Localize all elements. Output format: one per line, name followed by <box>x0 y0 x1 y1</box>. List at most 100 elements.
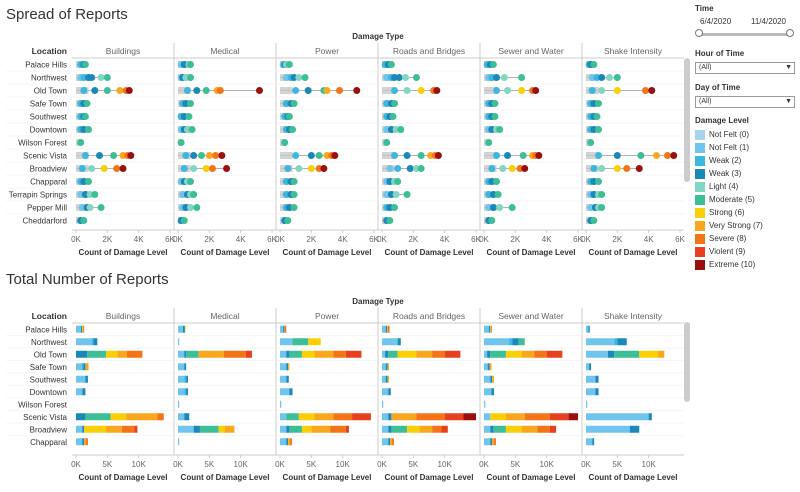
data-point <box>187 100 195 107</box>
bar-segment <box>280 338 293 346</box>
data-point <box>670 152 678 159</box>
bar-segment <box>586 413 649 421</box>
data-point <box>110 152 118 159</box>
bar-segment <box>509 338 513 346</box>
data-point <box>613 74 621 81</box>
bar-segment <box>463 413 476 421</box>
data-point <box>177 139 185 146</box>
legend-item[interactable]: Not Felt (0) <box>695 128 763 141</box>
legend-swatch <box>695 220 705 231</box>
bar-segment <box>589 363 592 371</box>
bar-segment <box>218 425 225 433</box>
row-label: Pepper Mill <box>27 204 67 213</box>
x-tick-label: 5K <box>408 460 418 469</box>
time-start-handle[interactable] <box>695 29 703 37</box>
bar-segment <box>387 325 389 333</box>
x-axis-title: Count of Damage Level <box>385 248 474 257</box>
bar-segment <box>286 413 299 421</box>
data-point <box>499 165 507 172</box>
legend-item[interactable]: Severe (8) <box>695 232 763 245</box>
x-tick-label: 4K <box>644 235 654 244</box>
legend-item[interactable]: Weak (3) <box>695 167 763 180</box>
bar-segment <box>586 325 589 333</box>
bar-segment <box>490 325 492 333</box>
data-point <box>290 178 298 185</box>
bar-segment <box>184 388 187 396</box>
legend-swatch <box>695 246 705 257</box>
data-point <box>588 87 596 94</box>
bar-segment <box>178 388 185 396</box>
bar-segment <box>521 425 538 433</box>
bar-segment <box>184 350 187 358</box>
time-end-handle[interactable] <box>786 29 794 37</box>
bar-segment <box>505 350 522 358</box>
x-tick-label: 10K <box>540 460 555 469</box>
bar-segment <box>126 413 158 421</box>
spread-scrollbar[interactable] <box>684 58 690 182</box>
bar-segment <box>81 363 84 371</box>
data-point <box>417 87 425 94</box>
legend-item[interactable]: Violent (9) <box>695 245 763 258</box>
legend-item[interactable]: Very Strong (7) <box>695 219 763 232</box>
bar-segment <box>198 350 224 358</box>
bar-segment <box>416 413 445 421</box>
column-header: Power <box>315 46 339 56</box>
total-scrollbar[interactable] <box>684 322 690 402</box>
location-header: Location <box>32 311 67 321</box>
legend-item[interactable]: Strong (6) <box>695 206 763 219</box>
data-point <box>284 217 292 224</box>
data-point <box>180 217 188 224</box>
column-header: Buildings <box>106 311 141 321</box>
bar-segment <box>484 438 491 446</box>
bar-segment <box>311 425 331 433</box>
x-axis-title: Count of Damage Level <box>283 248 372 257</box>
column-header: Sewer and Water <box>498 46 564 56</box>
time-range-slider[interactable] <box>698 33 792 36</box>
x-tick-label: 0K <box>275 460 285 469</box>
bar-segment <box>288 363 290 371</box>
bar-segment <box>490 413 506 421</box>
data-point <box>648 87 656 94</box>
hour-filter-dropdown[interactable]: (All) ▼ <box>695 62 795 74</box>
bar-segment <box>82 325 84 333</box>
data-point <box>81 61 89 68</box>
data-point <box>590 217 598 224</box>
legend-item[interactable]: Light (4) <box>695 180 763 193</box>
x-tick-label: 2K <box>102 235 112 244</box>
damage-type-header: Damage Type <box>352 297 404 306</box>
bar-segment <box>106 425 122 433</box>
data-point <box>295 74 303 81</box>
bar-segment <box>83 363 86 371</box>
legend-item[interactable]: Weak (2) <box>695 154 763 167</box>
data-point <box>292 87 300 94</box>
bar-segment <box>432 350 445 358</box>
data-point <box>406 165 414 172</box>
data-point <box>85 126 93 133</box>
data-point <box>315 152 323 159</box>
legend-label: Extreme (10) <box>709 260 756 269</box>
bar-segment <box>289 388 293 396</box>
data-point <box>504 152 511 159</box>
bar-segment <box>491 388 495 396</box>
bar-segment <box>490 375 493 383</box>
day-filter-dropdown[interactable]: (All) ▼ <box>695 96 795 108</box>
bar-segment <box>490 325 491 333</box>
data-point <box>587 139 595 146</box>
legend-item[interactable]: Moderate (5) <box>695 193 763 206</box>
bar-segment <box>586 425 630 433</box>
data-point <box>190 191 198 198</box>
x-tick-label: 2K <box>408 235 418 244</box>
column-header: Medical <box>210 46 239 56</box>
bar-segment <box>387 325 388 333</box>
data-point <box>85 178 93 185</box>
bar-segment <box>524 413 550 421</box>
x-axis-title: Count of Damage Level <box>181 473 270 482</box>
bar-segment <box>505 413 525 421</box>
legend-item[interactable]: Extreme (10) <box>695 258 763 271</box>
legend-item[interactable]: Not Felt (1) <box>695 141 763 154</box>
bar-segment <box>280 325 284 333</box>
data-point <box>198 152 205 159</box>
bar-segment <box>134 425 138 433</box>
bar-segment <box>280 413 287 421</box>
x-tick-label: 10K <box>336 460 351 469</box>
